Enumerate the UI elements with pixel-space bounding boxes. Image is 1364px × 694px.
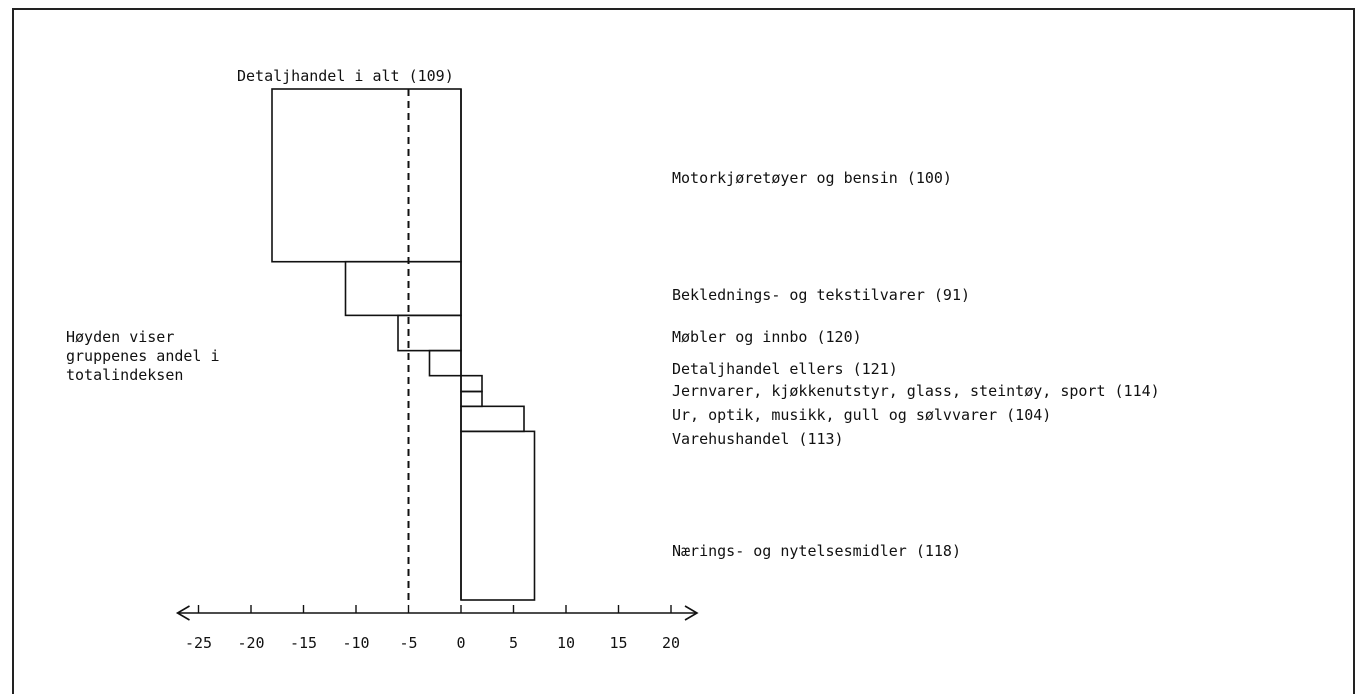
bar <box>460 430 536 601</box>
x-tick-label: -20 <box>237 634 264 652</box>
category-label: Nærings- og nytelsesmidler (118) <box>672 542 961 560</box>
category-label: Ur, optik, musikk, gull og sølvvarer (10… <box>672 406 1051 424</box>
x-tick-label: 20 <box>662 634 680 652</box>
x-axis: -25 -20 -15 -10 -5 0 5 10 15 20 <box>175 605 699 652</box>
x-tick-label: -25 <box>185 634 212 652</box>
category-label: Møbler og innbo (120) <box>672 328 862 346</box>
x-tick-label: 0 <box>456 634 465 652</box>
x-axis-arrow-right <box>684 605 699 621</box>
x-tick-label: -15 <box>290 634 317 652</box>
figure-frame <box>12 8 1355 694</box>
bars-group <box>271 88 536 601</box>
x-tick-label: -5 <box>399 634 417 652</box>
reference-line-label: Detaljhandel i alt (109) <box>237 67 454 85</box>
bar <box>460 390 483 408</box>
bar <box>344 260 462 317</box>
category-label: Motorkjøretøyer og bensin (100) <box>672 169 952 187</box>
x-tick-label: -10 <box>342 634 369 652</box>
x-tick-label: 10 <box>557 634 575 652</box>
bar <box>397 314 462 352</box>
x-axis-arrow-left <box>175 605 190 621</box>
category-label: Jernvarer, kjøkkenutstyr, glass, steintø… <box>672 382 1160 400</box>
bar <box>460 374 483 393</box>
bar <box>460 405 525 433</box>
x-tick-label: 5 <box>509 634 518 652</box>
category-label: Beklednings- og tekstilvarer (91) <box>672 286 970 304</box>
category-label: Detaljhandel ellers (121) <box>672 360 898 378</box>
x-tick-label: 15 <box>609 634 627 652</box>
chart-note: Høyden viser gruppenes andel i totalinde… <box>66 328 220 384</box>
category-label: Varehushandel (113) <box>672 430 844 448</box>
bar <box>428 349 462 377</box>
category-labels: Motorkjøretøyer og bensin (100) Beklednin… <box>672 169 1160 560</box>
bar <box>271 88 462 263</box>
